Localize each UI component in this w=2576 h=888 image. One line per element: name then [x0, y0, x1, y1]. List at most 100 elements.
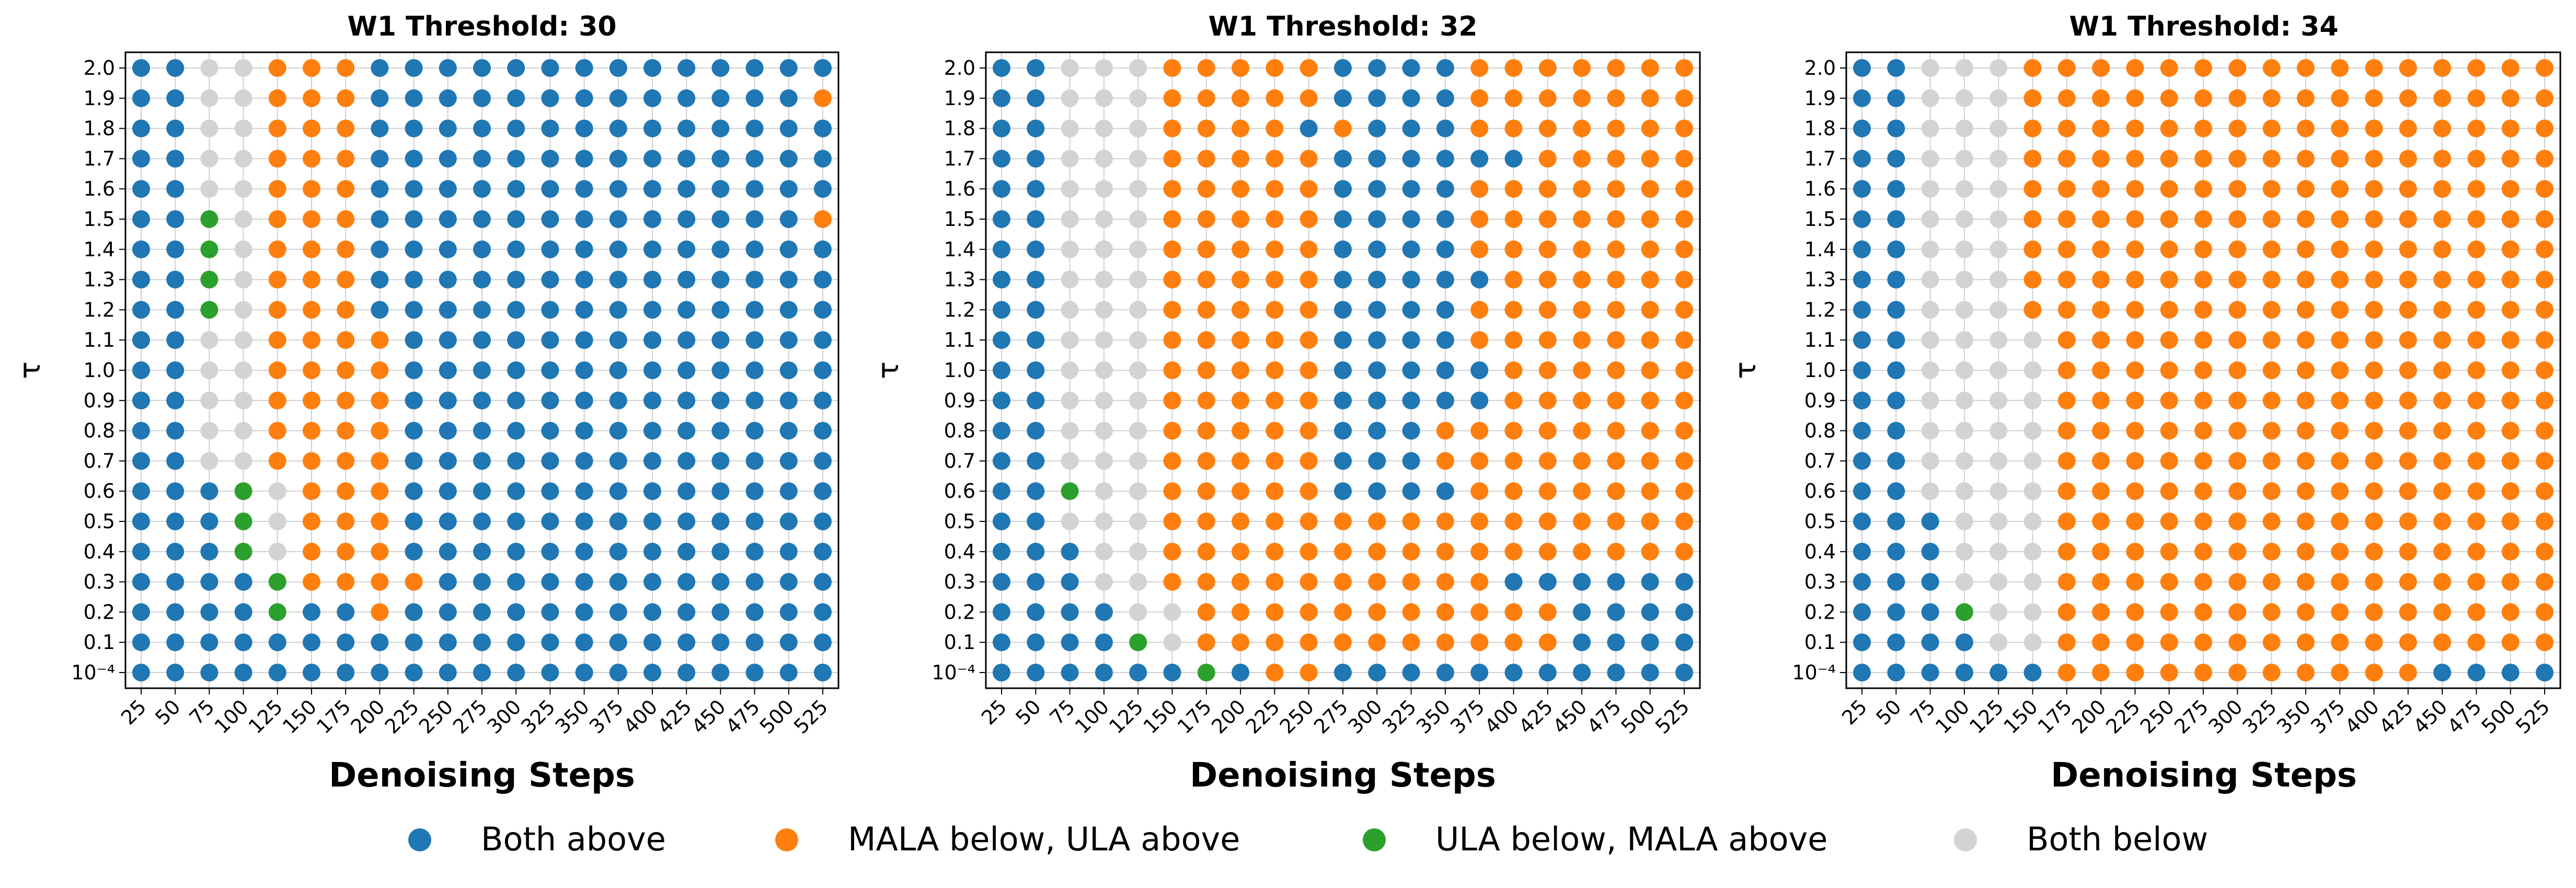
marker-both-above — [677, 270, 696, 289]
marker-mala-below — [2433, 452, 2452, 470]
marker-both-above — [132, 664, 150, 681]
marker-both-above — [575, 89, 593, 107]
marker-both-below — [200, 452, 218, 470]
marker-both-above — [711, 664, 730, 681]
marker-both-below — [1061, 361, 1079, 379]
marker-both-below — [1921, 210, 1939, 228]
y-tick-label: 1.3 — [944, 268, 975, 291]
marker-both-above — [2433, 664, 2452, 681]
marker-both-below — [1955, 240, 1973, 258]
marker-mala-below — [268, 180, 286, 198]
marker-mala-below — [2536, 331, 2554, 349]
marker-mala-below — [2501, 89, 2520, 107]
y-tick-label: 0.9 — [84, 389, 115, 412]
marker-mala-below — [2331, 150, 2349, 168]
marker-both-above — [1163, 664, 1181, 681]
marker-mala-below — [1538, 542, 1557, 561]
marker-mala-below — [2331, 119, 2349, 138]
y-tick-label: 0.8 — [84, 419, 115, 442]
marker-mala-below — [2092, 391, 2110, 409]
marker-mala-below — [2365, 513, 2383, 530]
marker-mala-below — [1470, 513, 1489, 530]
marker-both-above — [541, 452, 559, 470]
marker-mala-below — [303, 542, 320, 561]
marker-both-above — [575, 150, 593, 168]
marker-both-below — [234, 331, 252, 349]
marker-mala-below — [1573, 301, 1591, 319]
marker-mala-below — [2467, 361, 2486, 379]
marker-mala-below — [268, 331, 286, 349]
marker-both-above — [166, 59, 185, 77]
marker-both-above — [814, 270, 832, 289]
marker-both-above — [1853, 210, 1871, 228]
y-tick-label: 0.6 — [944, 480, 975, 503]
marker-both-above — [711, 452, 730, 470]
marker-both-above — [1887, 513, 1905, 530]
marker-both-above — [1334, 210, 1352, 228]
marker-mala-below — [1675, 180, 1693, 198]
marker-both-above — [677, 513, 696, 530]
marker-mala-below — [1232, 119, 1250, 138]
marker-both-below — [1955, 452, 1973, 470]
marker-both-below — [1921, 452, 1939, 470]
marker-mala-below — [2536, 633, 2554, 652]
marker-mala-below — [1504, 270, 1523, 289]
marker-both-above — [473, 331, 491, 349]
marker-mala-below — [1675, 482, 1693, 500]
marker-both-above — [814, 59, 832, 77]
x-axis-label: Denoising Steps — [329, 756, 635, 795]
marker-both-above — [814, 331, 832, 349]
marker-both-above — [1887, 210, 1905, 228]
y-tick-label: 1.0 — [1804, 359, 1836, 382]
marker-mala-below — [1266, 664, 1284, 681]
marker-both-above — [439, 210, 457, 228]
marker-both-above — [1027, 482, 1045, 500]
marker-both-above — [1368, 391, 1386, 409]
marker-both-above — [609, 513, 627, 530]
marker-mala-below — [2262, 422, 2281, 440]
marker-both-above — [1061, 633, 1079, 652]
marker-both-above — [575, 361, 593, 379]
marker-both-below — [1955, 89, 1973, 107]
marker-mala-below — [1538, 59, 1557, 77]
marker-mala-below — [1266, 301, 1284, 319]
marker-both-above — [575, 513, 593, 530]
marker-both-above — [1368, 452, 1386, 470]
y-tick-label: 0.1 — [1804, 631, 1836, 654]
marker-both-above — [1027, 603, 1045, 621]
marker-both-above — [268, 664, 286, 681]
marker-mala-below — [2501, 422, 2520, 440]
marker-both-above — [303, 633, 320, 652]
marker-mala-below — [814, 89, 832, 107]
marker-mala-below — [2228, 240, 2247, 258]
marker-both-above — [745, 542, 764, 561]
marker-both-above — [1027, 240, 1045, 258]
marker-mala-below — [337, 422, 355, 440]
marker-both-above — [473, 361, 491, 379]
marker-both-above — [1368, 482, 1386, 500]
marker-mala-below — [2433, 361, 2452, 379]
marker-both-above — [439, 240, 457, 258]
marker-mala-below — [2160, 422, 2178, 440]
marker-both-above — [711, 331, 730, 349]
marker-both-above — [1641, 573, 1659, 591]
marker-mala-below — [1197, 301, 1215, 319]
marker-both-above — [643, 633, 661, 652]
marker-both-above — [779, 119, 798, 138]
marker-mala-below — [1607, 270, 1625, 289]
marker-mala-below — [2433, 542, 2452, 561]
marker-both-above — [609, 301, 627, 319]
marker-mala-below — [1470, 633, 1489, 652]
marker-mala-below — [1197, 361, 1215, 379]
marker-mala-below — [2501, 119, 2520, 138]
marker-mala-below — [1266, 59, 1284, 77]
marker-both-above — [643, 664, 661, 681]
marker-both-below — [1095, 270, 1113, 289]
marker-mala-below — [337, 301, 355, 319]
marker-both-above — [1027, 573, 1045, 591]
marker-both-above — [405, 210, 423, 228]
marker-both-above — [507, 361, 525, 379]
marker-mala-below — [2331, 452, 2349, 470]
marker-mala-below — [2126, 391, 2144, 409]
marker-both-above — [677, 119, 696, 138]
